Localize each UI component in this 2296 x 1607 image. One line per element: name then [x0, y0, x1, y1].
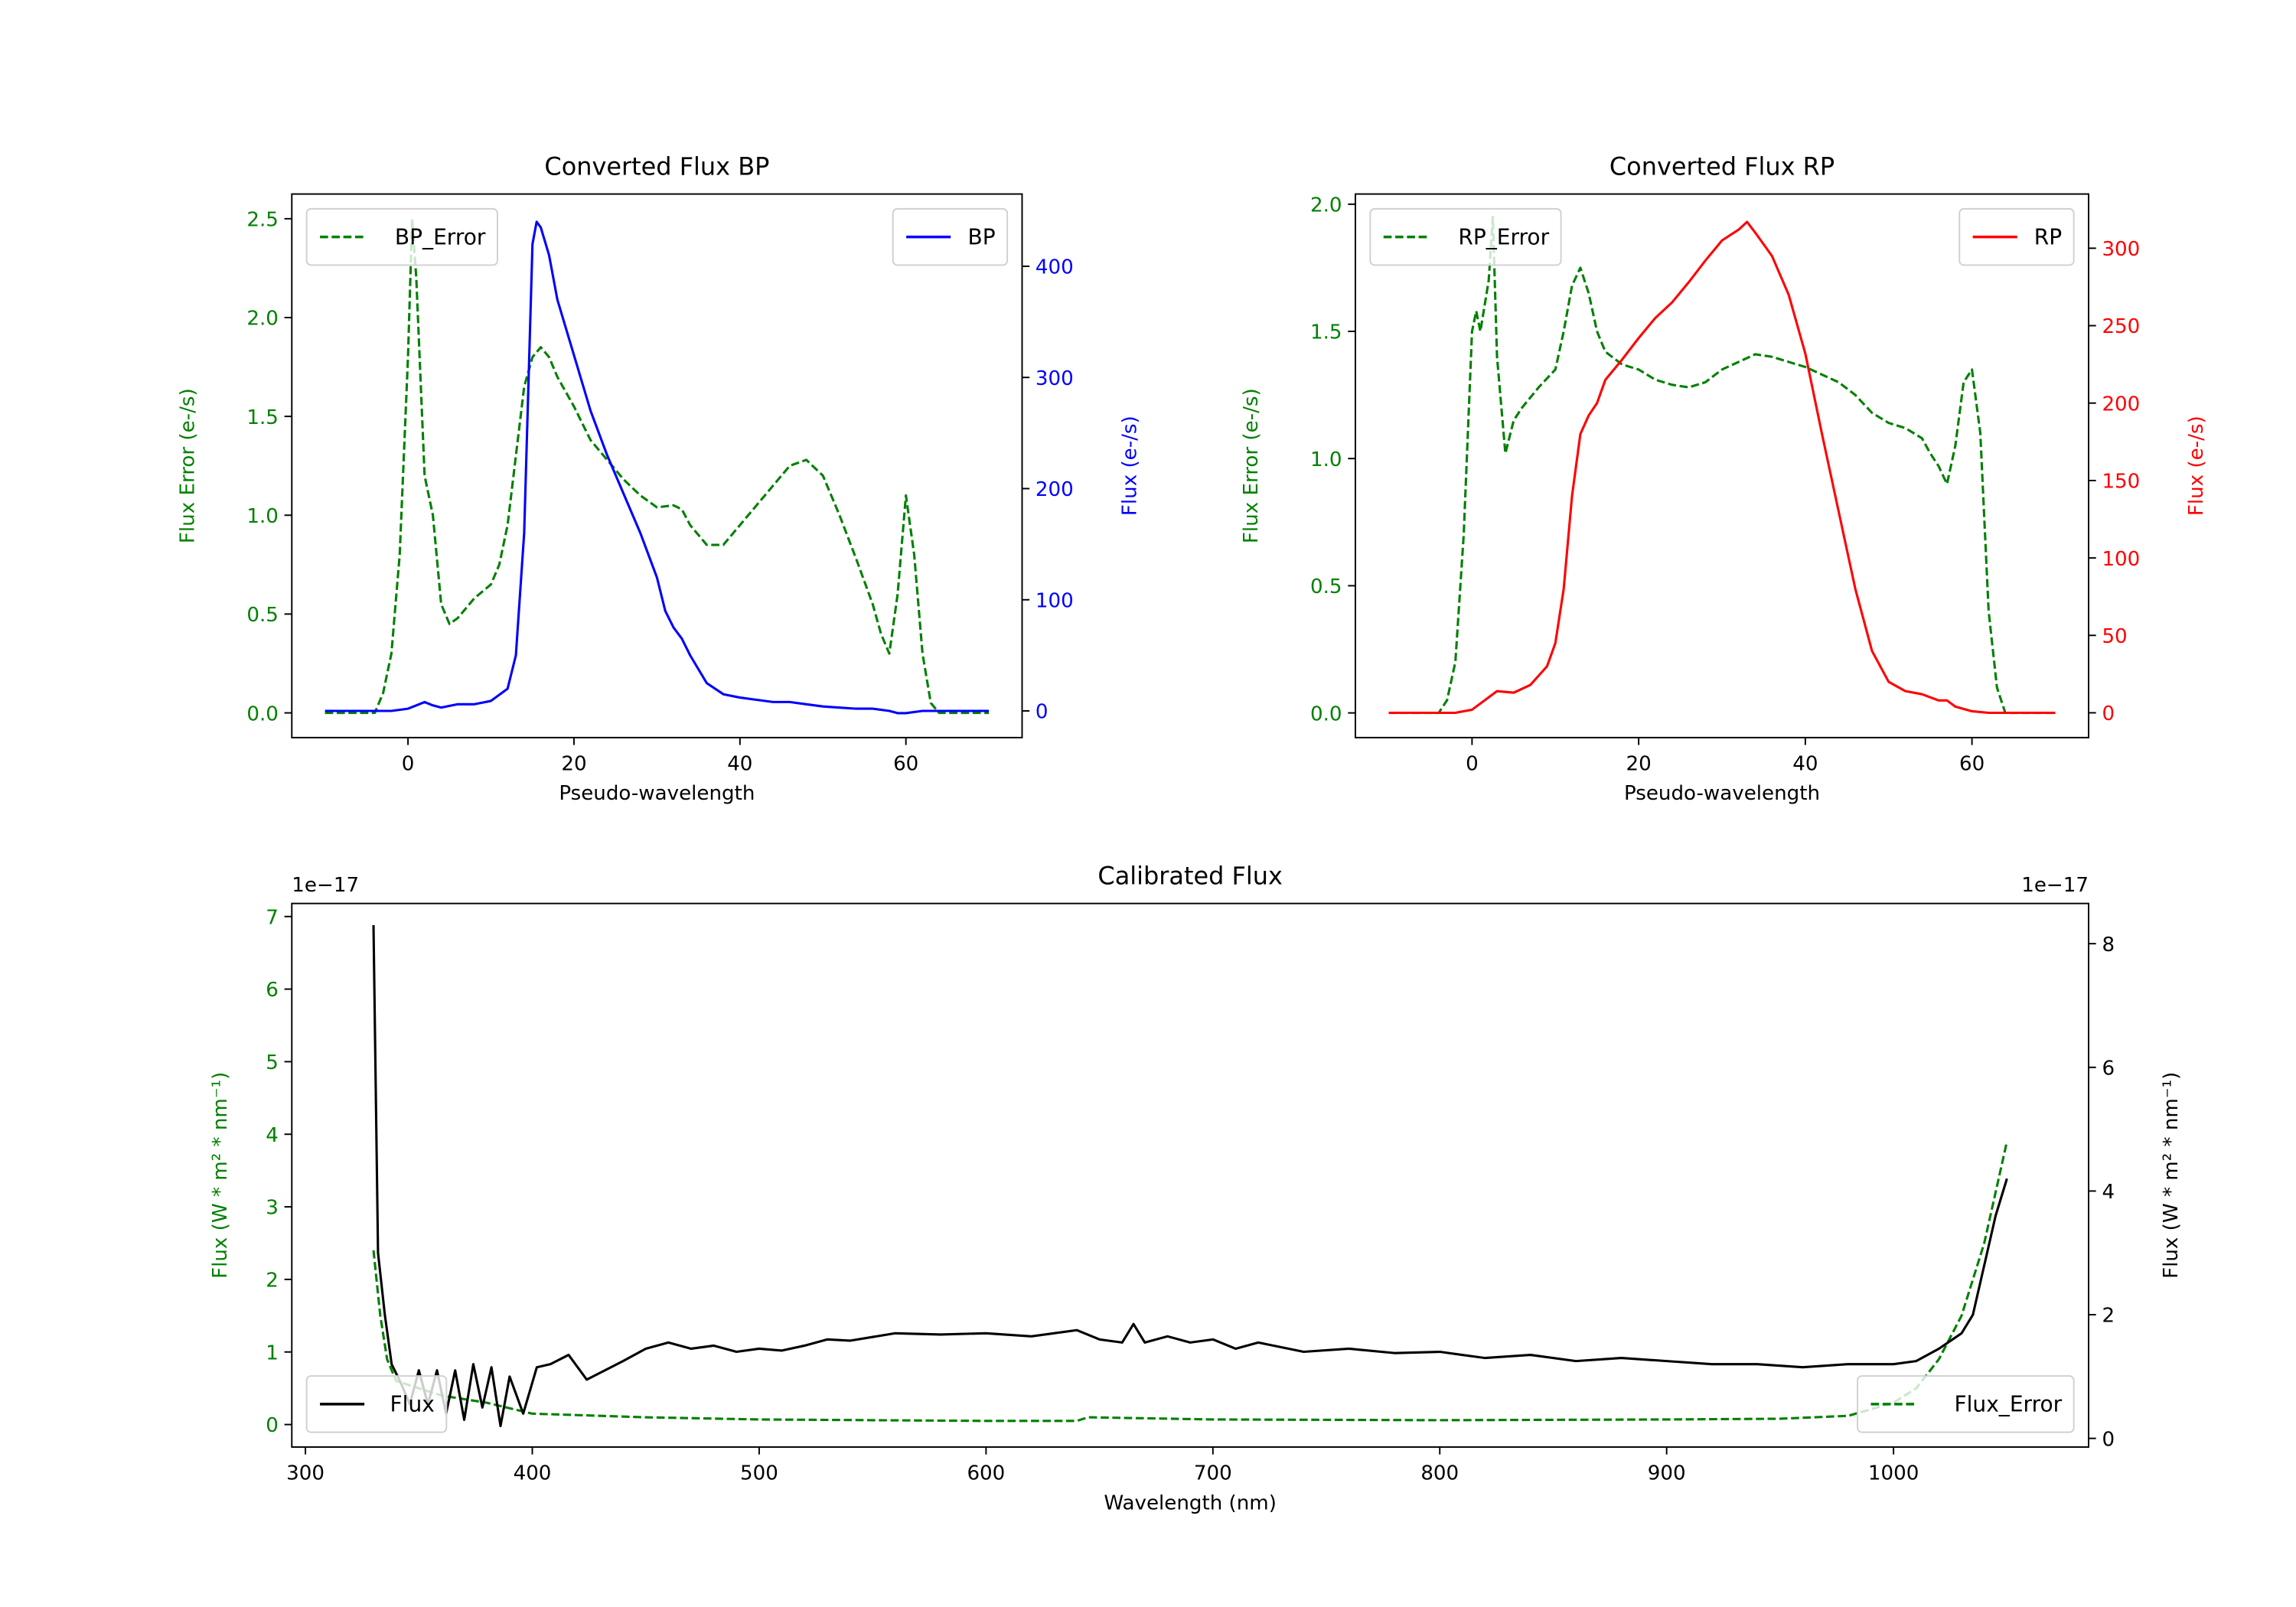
panel-calibrated-flux: 300 400 500 600 700 800 900 1000 0 1 2 3 4 5 6 7 0 2 4 6 8 Ca…	[209, 861, 2183, 1514]
x-tick-label: 20	[561, 752, 586, 775]
legend-flux-error: Flux_Error	[1857, 1375, 2075, 1433]
y-tick-label-left: 2.0	[246, 308, 279, 331]
y-tick-label-left: 2	[266, 1270, 279, 1292]
x-tick-label: 60	[893, 752, 918, 775]
y-axis-label-left: Flux Error (e-/s)	[1240, 388, 1263, 543]
y-tick-label-left: 7	[266, 906, 279, 929]
legend-box	[1369, 207, 1562, 266]
y-tick-label-right: 150	[2102, 471, 2140, 494]
y-axis-label-right: Flux (e-/s)	[2185, 416, 2208, 516]
y-tick-label-left: 1.0	[1310, 448, 1342, 471]
legend-rp: RP	[1958, 207, 2075, 266]
y-tick-label-right: 8	[2102, 934, 2115, 957]
chart-title: Converted Flux RP	[1609, 152, 1835, 181]
legend-label: BP	[967, 224, 995, 249]
axes-frame	[1355, 193, 2089, 738]
panel-converted-flux-rp: 0 20 40 60 0.0 0.5 1.0 1.5 2.0 0 50 100 150 200 250 300…	[1240, 152, 2208, 805]
y-tick-label-left: 4	[266, 1124, 279, 1147]
series-line-bp	[325, 220, 990, 715]
y-tick-label-left: 0.5	[1310, 575, 1342, 598]
y-tick-label-left: 1.5	[1310, 321, 1342, 344]
y-tick-label-right: 4	[2102, 1181, 2115, 1204]
y-tick-label-left: 0	[266, 1414, 279, 1437]
y-axis-label-left: Flux (W * m² * nm⁻¹)	[209, 1072, 232, 1279]
legend-box	[305, 1375, 448, 1433]
x-axis-label: Wavelength (nm)	[1104, 1491, 1277, 1514]
x-tick-label: 600	[967, 1462, 1005, 1485]
y-tick-label-right: 250	[2102, 315, 2140, 338]
legend-label: RP_Error	[1458, 224, 1549, 249]
series-line-rp	[1388, 220, 2056, 715]
x-tick-label: 60	[1959, 752, 1985, 775]
x-tick-label: 900	[1648, 1462, 1686, 1485]
legend-label: Flux	[390, 1392, 435, 1417]
x-tick-label: 20	[1626, 752, 1652, 775]
series-line-rp-error	[1388, 215, 2056, 715]
y-tick-label-right: 2	[2102, 1305, 2115, 1328]
y-tick-label-right: 300	[1035, 367, 1074, 390]
legend-box	[1857, 1375, 2075, 1433]
x-tick-label: 40	[1792, 752, 1818, 775]
y-tick-label-left: 0.5	[246, 604, 279, 627]
offset-text-right: 1e−17	[2021, 874, 2089, 897]
y-tick-label-left: 5	[266, 1051, 279, 1074]
legend-label: Flux_Error	[1955, 1392, 2063, 1417]
y-tick-label-right: 100	[2102, 548, 2140, 571]
y-tick-label-right: 100	[1035, 589, 1074, 612]
y-tick-label-left: 2.0	[1310, 194, 1342, 217]
legend-bp-error: BP_Error	[305, 207, 498, 266]
x-tick-label: 1000	[1868, 1462, 1919, 1485]
y-tick-label-right: 50	[2102, 625, 2127, 648]
x-tick-label: 700	[1194, 1462, 1232, 1485]
legend-label: BP_Error	[395, 224, 486, 249]
y-tick-label-left: 0.0	[1310, 702, 1342, 725]
y-axis-label-left: Flux Error (e-/s)	[177, 388, 200, 543]
series-line-flux-error	[372, 1141, 2008, 1423]
y-axis-label-right: Flux (e-/s)	[1119, 416, 1142, 516]
y-tick-label-right: 400	[1035, 256, 1074, 279]
y-tick-label-right: 300	[2102, 238, 2140, 261]
legend-bp: BP	[892, 207, 1009, 266]
legend-flux: Flux	[305, 1375, 448, 1433]
x-tick-label: 800	[1420, 1462, 1459, 1485]
y-tick-label-right: 200	[1035, 478, 1074, 501]
y-tick-label-right: 0	[2102, 702, 2115, 725]
chart-title: Converted Flux BP	[544, 152, 769, 181]
y-tick-label-left: 6	[266, 979, 279, 1002]
y-tick-label-left: 0.0	[246, 702, 279, 725]
x-axis-label: Pseudo-wavelength	[559, 782, 755, 805]
x-axis-label: Pseudo-wavelength	[1624, 782, 1820, 805]
y-tick-label-left: 1.5	[246, 406, 279, 429]
x-tick-label: 500	[740, 1462, 778, 1485]
y-tick-label-left: 2.5	[246, 209, 279, 232]
y-tick-label-left: 3	[266, 1197, 279, 1220]
axes-frame	[291, 902, 2089, 1448]
legend-rp-error: RP_Error	[1369, 207, 1562, 266]
legend-box	[305, 207, 498, 266]
offset-text-left: 1e−17	[292, 874, 359, 897]
x-tick-label: 0	[402, 752, 415, 775]
y-tick-label-right: 0	[1035, 701, 1049, 724]
series-line-flux	[372, 924, 2008, 1428]
legend-label: RP	[2034, 224, 2062, 249]
x-tick-label: 0	[1466, 752, 1479, 775]
y-tick-label-right: 200	[2102, 393, 2140, 416]
axes-frame	[291, 193, 1023, 738]
series-line-bp-error	[325, 217, 990, 715]
y-axis-label-right: Flux (W * m² * nm⁻¹)	[2160, 1072, 2183, 1279]
y-tick-label-right: 0	[2102, 1428, 2115, 1451]
panel-converted-flux-bp: 0 20 40 60 0.0 0.5 1.0 1.5 2.0 2.5 0 100 200 300 400 Co…	[177, 152, 1142, 805]
y-tick-label-left: 1	[266, 1341, 279, 1364]
chart-title: Calibrated Flux	[1097, 861, 1282, 890]
y-tick-label-right: 6	[2102, 1057, 2115, 1080]
x-tick-label: 300	[286, 1462, 325, 1485]
y-tick-label-left: 1.0	[246, 505, 279, 528]
x-tick-label: 40	[727, 752, 752, 775]
x-tick-label: 400	[514, 1462, 552, 1485]
